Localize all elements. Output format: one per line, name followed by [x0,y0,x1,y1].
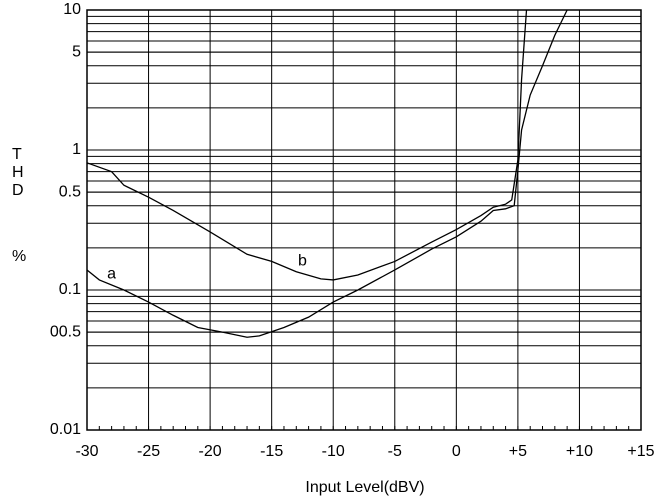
line-series [86,9,528,281]
x-tick-label: +15 [627,443,654,460]
x-axis-title: Input Level(dBV) [305,479,424,496]
x-tick-label: -15 [260,443,283,460]
y-tick-label: 00.5 [50,323,81,340]
y-tick-label: 1 [72,141,81,158]
x-tick-label: 0 [452,443,461,460]
x-tick-label: -30 [75,443,98,460]
plot-frame [86,9,642,431]
y-tick-label: 5 [72,43,81,60]
y-tick-label: 0.01 [50,421,81,438]
y-tick-label: 0.1 [59,281,81,298]
x-tick-label: -25 [137,443,160,460]
y-axis-unit: % [12,248,26,265]
x-tick-label: -20 [199,443,222,460]
line-series [86,9,568,338]
x-tick-label: -5 [388,443,402,460]
series-label: b [298,253,307,270]
x-tick-label: +5 [509,443,527,460]
x-tick-label: -10 [322,443,345,460]
x-tick-label: +10 [566,443,593,460]
y-tick-label: 0.5 [59,183,81,200]
y-tick-label: 10 [63,1,81,18]
series-label: a [107,265,116,282]
